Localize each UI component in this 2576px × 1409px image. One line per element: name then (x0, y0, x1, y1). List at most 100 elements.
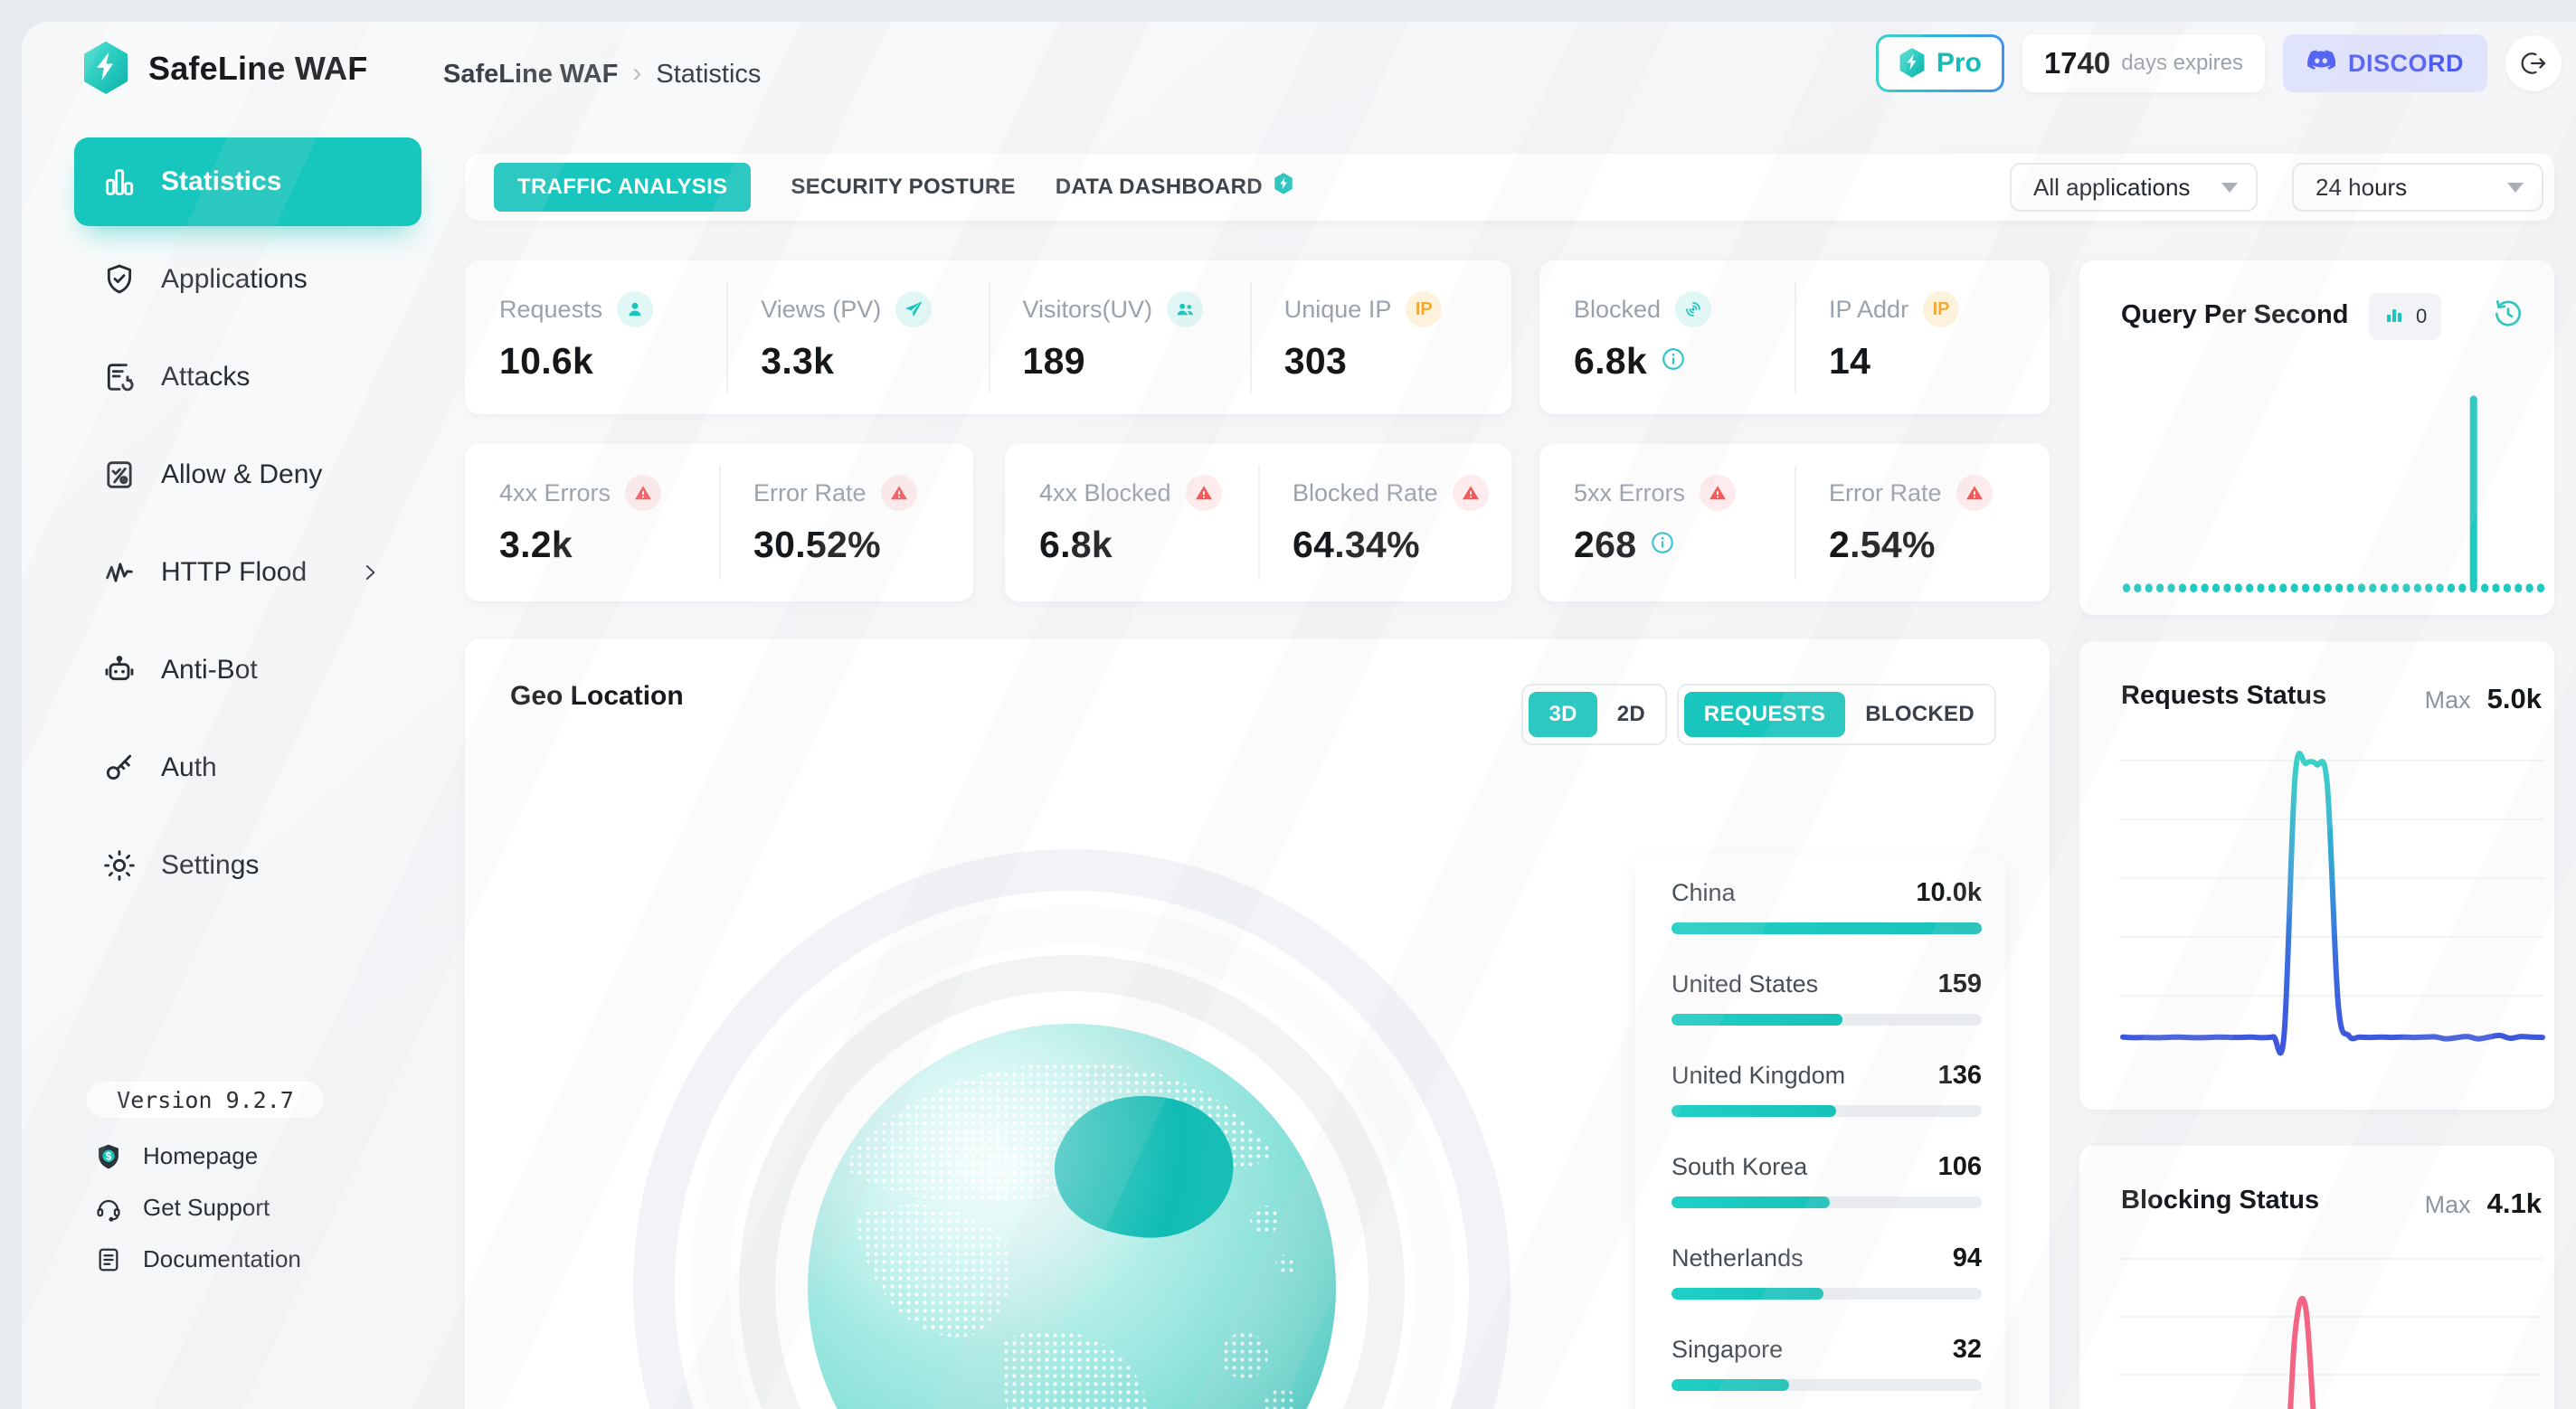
max-value: 5.0k (2486, 683, 2542, 714)
max-value: 4.1k (2486, 1187, 2542, 1219)
sidebar-item-statistics[interactable]: Statistics (74, 137, 421, 226)
country-progress-track (1672, 1379, 1982, 1391)
allow-deny-icon (101, 457, 137, 493)
tab-label: SECURITY POSTURE (791, 175, 1016, 199)
history-refresh-icon[interactable] (2491, 297, 2525, 331)
sidebar-menu: Statistics Applications Attacks Allow & Den… (22, 137, 440, 910)
query-per-second-panel: Query Per Second 0 (2079, 260, 2554, 615)
warning-triangle-icon (1185, 475, 1222, 511)
logout-button[interactable] (2505, 35, 2562, 91)
time-range-select[interactable]: 24 hours (2292, 163, 2543, 212)
dimension-toggle: 3D 2D (1521, 684, 1667, 745)
country-value: 10.0k (1916, 878, 1982, 907)
stat-card-0: Requests 10.6k Views (PV) 3.3k Visitors(… (465, 260, 1511, 414)
country-row-united-kingdom: United Kingdom 136 (1672, 1061, 1982, 1117)
brand: SafeLine WAF (81, 42, 367, 96)
warning-triangle-icon (880, 475, 917, 511)
toggle-blocked[interactable]: BLOCKED (1865, 702, 1975, 726)
app-container: SafeLine WAF SafeLine WAF › Statistics P… (22, 22, 2576, 1409)
sidebar-item-allow-deny[interactable]: Allow & Deny (74, 430, 421, 519)
tab-bar: TRAFFIC ANALYSIS SECURITY POSTURE DATA DAS… (494, 163, 1295, 212)
bar-chart-icon (101, 164, 137, 200)
sidebar-link-documentation[interactable]: Documentation (94, 1234, 301, 1285)
pro-badge[interactable]: Pro (1875, 34, 2004, 92)
stat-card-2: 4xx Errors 3.2k Error Rate 30.52% (465, 444, 973, 601)
ip-badge-icon: IP (1406, 291, 1443, 327)
sidebar-link-get-support[interactable]: Get Support (94, 1182, 301, 1234)
sidebar-item-label: Allow & Deny (161, 459, 323, 489)
country-progress-fill (1672, 1105, 1836, 1117)
warning-triangle-icon (1452, 475, 1489, 511)
license-expiry: 1740 days expires (2022, 34, 2265, 92)
sidebar-item-label: Attacks (161, 362, 251, 392)
country-name: Netherlands (1672, 1244, 1804, 1272)
country-name: United States (1672, 970, 1819, 998)
sidebar-item-auth[interactable]: Auth (74, 723, 421, 812)
stat-label: Requests (499, 295, 603, 323)
pro-label: Pro (1936, 48, 1982, 78)
country-progress-fill (1672, 922, 1982, 934)
warning-triangle-icon (625, 475, 662, 511)
requests-status-panel: Requests Status Max 5.0k (2079, 641, 2554, 1110)
stat-visitors-uv: Visitors(UV) 189 (988, 260, 1250, 414)
max-label: Max (2424, 686, 2471, 714)
sidebar-link-label: Get Support (143, 1194, 270, 1221)
users-icon (1167, 291, 1204, 327)
stat-label: Views (PV) (761, 295, 882, 323)
tab-traffic-analysis[interactable]: TRAFFIC ANALYSIS (494, 163, 752, 212)
shield-check-icon (101, 261, 137, 298)
toggle-3d[interactable]: 3D (1529, 692, 1597, 737)
discord-label: DISCORD (2347, 49, 2464, 77)
tab-security-posture[interactable]: SECURITY POSTURE (791, 175, 1015, 200)
info-icon[interactable] (1649, 529, 1676, 561)
sidebar-item-http-flood[interactable]: HTTP Flood (74, 528, 421, 617)
license-label: days expires (2121, 51, 2243, 75)
toggle-2d[interactable]: 2D (1616, 702, 1645, 726)
tab-data-dashboard[interactable]: DATA DASHBOARD (1056, 172, 1295, 203)
stat-label: Visitors(UV) (1022, 295, 1153, 323)
robot-icon (101, 652, 137, 688)
stat-label: Error Rate (753, 478, 867, 506)
info-icon[interactable] (1660, 345, 1687, 377)
requests-line-chart (2119, 751, 2545, 1056)
sidebar-item-anti-bot[interactable]: Anti-Bot (74, 626, 421, 714)
warning-triangle-icon (1700, 475, 1737, 511)
qps-badge-value: 0 (2416, 305, 2428, 327)
ip-badge-icon: IP (1923, 291, 1960, 327)
shield-solid-icon: $ (94, 1142, 123, 1171)
discord-button[interactable]: DISCORD (2282, 34, 2487, 92)
sidebar-item-label: HTTP Flood (161, 557, 308, 587)
sidebar-item-settings[interactable]: Settings (74, 821, 421, 910)
blocking-max: Max 4.1k (2425, 1187, 2542, 1220)
sidebar-item-attacks[interactable]: Attacks (74, 333, 421, 421)
stat-error-rate: Error Rate 30.52% (719, 444, 973, 601)
toggle-requests[interactable]: REQUESTS (1683, 692, 1846, 737)
stat-views-pv: Views (PV) 3.3k (726, 260, 988, 414)
stat-value: 268 (1574, 524, 1637, 565)
stat-value: 2.54% (1829, 524, 1936, 565)
stat-card-4: 5xx Errors 268 Error Rate 2.54% (1539, 444, 2050, 601)
qps-title: Query Per Second (2121, 300, 2349, 329)
country-progress-fill (1672, 1379, 1790, 1391)
application-filter-select[interactable]: All applications (2010, 163, 2258, 212)
http-flood-icon (101, 554, 137, 591)
key-icon (101, 750, 137, 786)
qps-mode-badge[interactable]: 0 (2369, 293, 2442, 340)
user-icon (617, 291, 654, 327)
breadcrumb-root[interactable]: SafeLine WAF (443, 60, 619, 89)
sidebar-link-homepage[interactable]: $ Homepage (94, 1130, 301, 1182)
svg-text:$: $ (106, 1149, 112, 1162)
country-name: United Kingdom (1672, 1062, 1846, 1089)
stat-value: 6.8k (1574, 340, 1647, 382)
country-row-china: China 10.0k (1672, 878, 1982, 934)
stat-value: 303 (1283, 340, 1348, 382)
qps-bar-chart (2123, 395, 2544, 592)
app-title: SafeLine WAF (148, 50, 368, 87)
attack-log-icon (101, 359, 137, 395)
sidebar-item-applications[interactable]: Applications (74, 235, 421, 324)
stat-value: 3.2k (499, 524, 573, 565)
country-value: 32 (1952, 1335, 1982, 1364)
stat-label: Blocked (1574, 295, 1662, 323)
metric-toggle: REQUESTS BLOCKED (1676, 684, 1996, 745)
